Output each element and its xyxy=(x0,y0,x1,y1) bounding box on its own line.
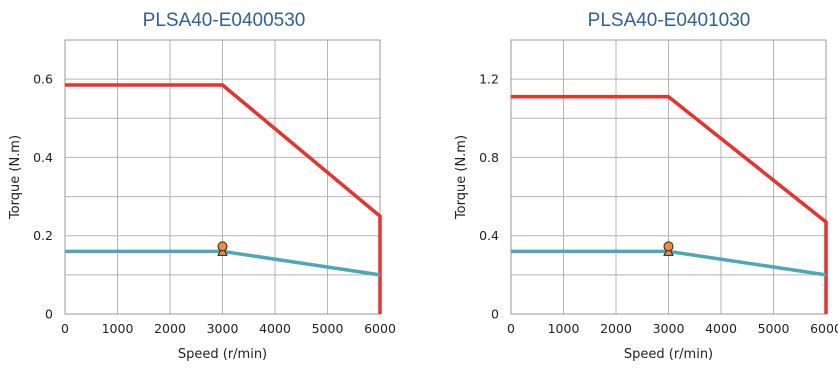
x-tick-label: 0 xyxy=(61,321,69,336)
chart-title: PLSA40-E0400530 xyxy=(143,10,306,31)
x-tick-label: 6000 xyxy=(364,321,396,336)
y-tick-label: 0.8 xyxy=(479,150,499,165)
x-tick-label: 3000 xyxy=(653,321,685,336)
x-axis-label: Speed (r/min) xyxy=(624,347,713,362)
chart-title: PLSA40-E0401030 xyxy=(588,10,751,31)
y-tick-label: 1.2 xyxy=(479,72,499,87)
y-tick-label: 0.2 xyxy=(33,228,53,243)
peak-torque-line xyxy=(65,83,382,314)
rated-point-marker xyxy=(663,241,674,252)
x-tick-label: 0 xyxy=(507,321,515,336)
y-tick-label: 0 xyxy=(45,307,53,322)
plot-frame xyxy=(64,39,381,315)
y-axis-label: Torque (N.m) xyxy=(8,135,23,220)
x-tick-label: 1000 xyxy=(102,321,134,336)
x-tick-label: 4000 xyxy=(259,321,291,336)
y-tick-label: 0 xyxy=(491,307,499,322)
x-axis-label: Speed (r/min) xyxy=(178,347,267,362)
x-tick-label: 2000 xyxy=(154,321,186,336)
y-tick-label: 0.4 xyxy=(33,150,53,165)
peak-torque-line xyxy=(511,95,828,314)
x-tick-label: 4000 xyxy=(705,321,737,336)
chart-2: PLSA40-E0401030 0 1000 2000 3000 4000 5000 6000… xyxy=(454,10,838,362)
x-tick-label: 2000 xyxy=(600,321,632,336)
x-tick-label: 6000 xyxy=(810,321,838,336)
rated-point-marker xyxy=(217,241,228,252)
y-tick-label: 0.6 xyxy=(33,72,53,87)
x-tick-label: 5000 xyxy=(758,321,790,336)
x-tick-label: 1000 xyxy=(548,321,580,336)
x-tick-label: 5000 xyxy=(312,321,344,336)
x-tick-label: 3000 xyxy=(207,321,239,336)
chart-1: PLSA40-E0400530 0 1000 2000 3000 4000 5000 6000… xyxy=(8,10,396,362)
plot-frame xyxy=(510,39,827,315)
y-tick-label: 0.4 xyxy=(479,228,499,243)
y-axis-label: Torque (N.m) xyxy=(454,135,469,220)
